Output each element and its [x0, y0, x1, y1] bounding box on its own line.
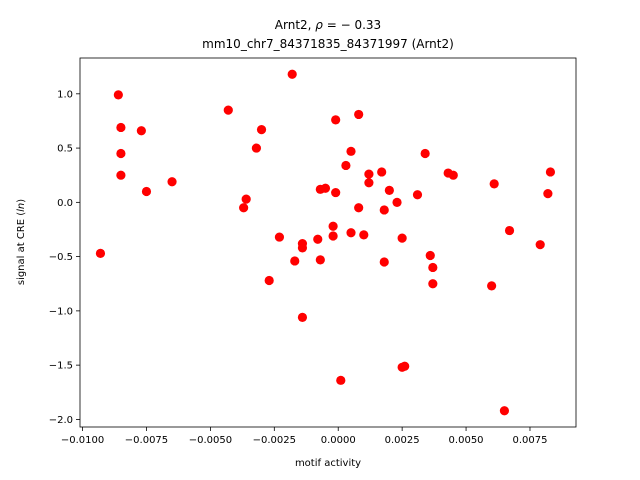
data-point: [400, 361, 410, 371]
y-tick-label: −0.5: [49, 252, 73, 263]
data-point: [487, 281, 497, 291]
data-point: [116, 170, 126, 180]
data-point: [297, 312, 308, 322]
data-point: [428, 262, 438, 273]
data-point: [239, 203, 249, 213]
data-point: [364, 169, 374, 179]
data-point: [167, 177, 177, 187]
data-point: [428, 279, 438, 289]
data-points: [95, 69, 556, 416]
data-point: [223, 105, 233, 115]
data-point: [256, 125, 267, 135]
data-point: [136, 126, 146, 136]
data-point: [354, 109, 364, 120]
data-point: [346, 228, 356, 238]
data-point: [364, 178, 374, 188]
chart-title-line2: mm10_chr7_84371835_84371997 (Arnt2): [202, 37, 454, 51]
y-tick-label: −1.0: [49, 306, 73, 317]
data-point: [543, 189, 553, 199]
data-point: [392, 197, 402, 207]
x-tick-label: 0.0000: [321, 435, 356, 446]
data-point: [95, 248, 106, 258]
data-point: [331, 115, 341, 125]
x-tick-label: −0.0100: [61, 435, 104, 446]
data-point: [346, 146, 356, 156]
data-point: [535, 240, 545, 250]
data-point: [328, 221, 338, 231]
data-point: [264, 275, 274, 286]
data-point: [420, 148, 430, 159]
data-point: [545, 167, 556, 177]
data-point: [290, 256, 300, 266]
data-point: [320, 183, 331, 193]
x-tick-label: 0.0025: [385, 435, 420, 446]
x-tick-label: −0.0025: [253, 435, 296, 446]
data-point: [379, 205, 389, 215]
x-tick-label: 0.0075: [512, 435, 547, 446]
chart-title-line1: Arnt2, ρ = − 0.33: [275, 18, 381, 32]
x-tick-label: 0.0050: [449, 435, 484, 446]
data-point: [313, 234, 323, 244]
data-point: [489, 179, 499, 189]
y-tick-label: 0.5: [57, 144, 73, 155]
plot-area: [79, 57, 577, 428]
data-point: [328, 231, 338, 241]
y-tick-label: −1.5: [49, 361, 73, 372]
y-axis-label: signal at CRE (ln): [16, 199, 27, 285]
data-point: [336, 375, 346, 385]
x-tick-label: −0.0075: [125, 435, 168, 446]
data-point: [448, 170, 458, 180]
data-point: [331, 187, 341, 198]
data-point: [377, 167, 387, 177]
x-axis-label: motif activity: [295, 458, 361, 469]
data-point: [384, 185, 394, 196]
y-tick-label: −2.0: [49, 415, 73, 426]
data-point: [116, 148, 126, 159]
y-axis: −2.0 −1.5 −1.0 −0.5 0.0 0.5 1.0: [49, 89, 80, 426]
data-point: [359, 230, 369, 240]
data-point: [251, 143, 262, 153]
data-point: [141, 186, 152, 197]
y-tick-label: 1.0: [57, 89, 73, 100]
data-point: [241, 194, 251, 204]
data-point: [341, 160, 351, 171]
x-axis: −0.0100 −0.0075 −0.0050 −0.0025 0.0000 0.0025…: [61, 427, 547, 446]
data-point: [425, 250, 435, 261]
data-point: [504, 225, 515, 236]
data-point: [499, 406, 510, 416]
x-tick-label: −0.0050: [189, 435, 232, 446]
y-tick-label: 0.0: [57, 198, 73, 209]
data-point: [315, 255, 325, 265]
data-point: [397, 233, 407, 243]
data-point: [274, 232, 285, 242]
data-point: [287, 69, 297, 79]
data-point: [113, 90, 123, 100]
data-point: [297, 238, 308, 249]
data-point: [412, 190, 423, 200]
data-point: [379, 257, 389, 267]
data-point: [116, 122, 126, 133]
data-point: [354, 203, 364, 213]
